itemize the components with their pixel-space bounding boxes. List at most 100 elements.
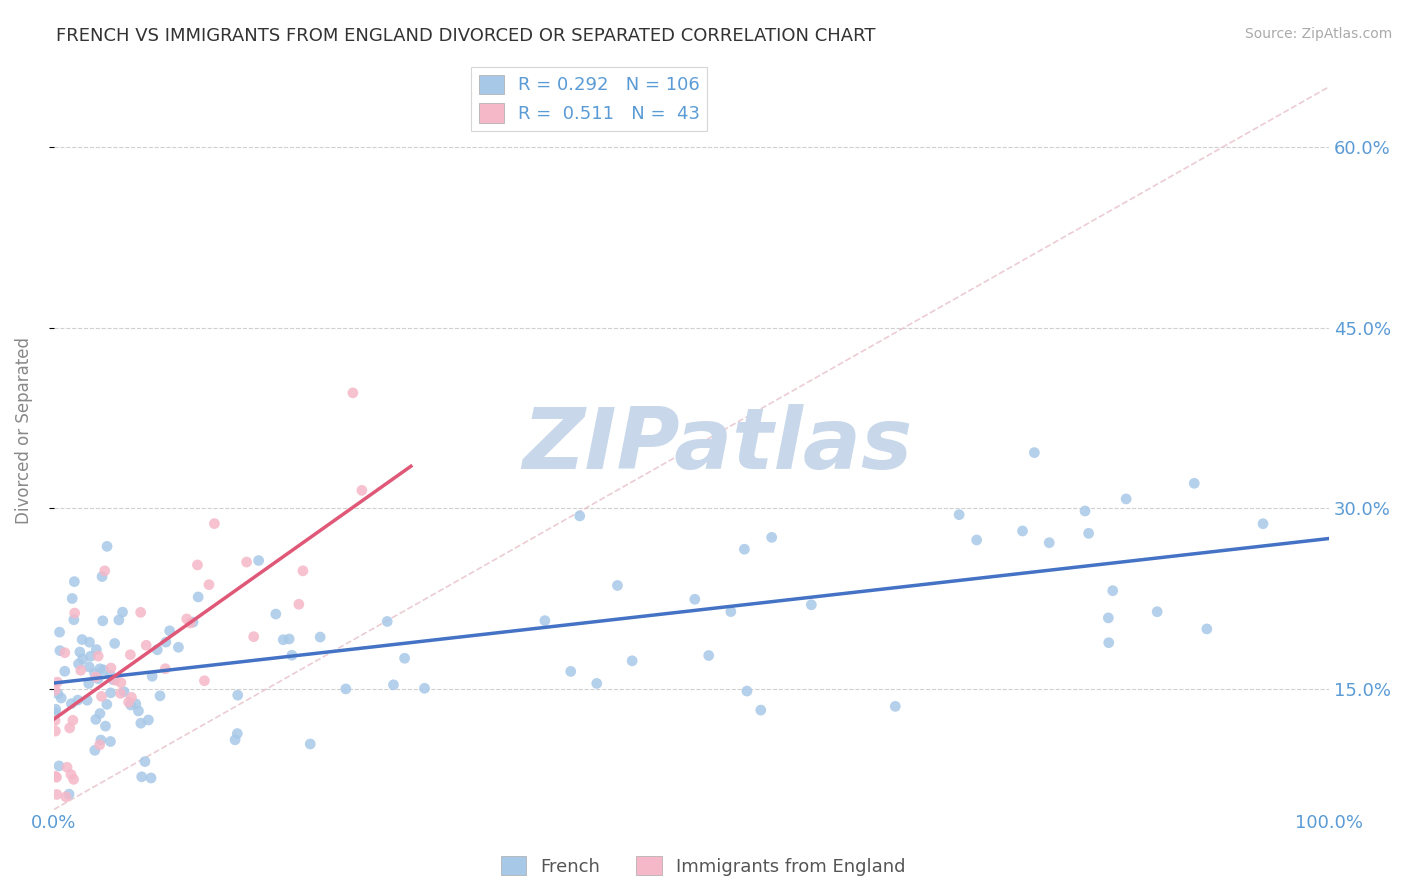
Point bbox=[179, 615, 201, 630]
Point bbox=[335, 681, 357, 696]
Point bbox=[120, 698, 142, 712]
Point bbox=[394, 651, 416, 665]
Point bbox=[135, 638, 157, 652]
Point bbox=[63, 574, 86, 589]
Point bbox=[1182, 476, 1205, 491]
Point bbox=[111, 605, 134, 619]
Point bbox=[193, 673, 215, 688]
Point bbox=[735, 684, 758, 698]
Point bbox=[62, 772, 84, 787]
Point bbox=[45, 770, 67, 784]
Point bbox=[53, 646, 76, 660]
Point bbox=[62, 713, 84, 727]
Point bbox=[242, 630, 264, 644]
Point bbox=[53, 665, 76, 679]
Point bbox=[51, 691, 73, 706]
Point bbox=[93, 663, 115, 677]
Point bbox=[67, 657, 90, 671]
Point bbox=[94, 719, 117, 733]
Point bbox=[49, 643, 72, 657]
Point bbox=[1074, 504, 1097, 518]
Point bbox=[948, 508, 970, 522]
Text: Source: ZipAtlas.com: Source: ZipAtlas.com bbox=[1244, 27, 1392, 41]
Point bbox=[56, 760, 79, 774]
Point bbox=[226, 688, 249, 702]
Point bbox=[288, 597, 311, 611]
Point bbox=[110, 686, 132, 700]
Point bbox=[96, 698, 118, 712]
Point bbox=[96, 540, 118, 554]
Point bbox=[382, 678, 405, 692]
Point bbox=[120, 648, 142, 662]
Point bbox=[181, 615, 204, 629]
Point bbox=[342, 385, 364, 400]
Point bbox=[76, 693, 98, 707]
Point bbox=[91, 614, 114, 628]
Point bbox=[104, 673, 127, 688]
Point bbox=[83, 666, 105, 681]
Point bbox=[100, 661, 122, 675]
Point bbox=[83, 743, 105, 757]
Point bbox=[87, 672, 110, 686]
Point bbox=[585, 676, 607, 690]
Point bbox=[100, 686, 122, 700]
Point bbox=[127, 704, 149, 718]
Point bbox=[271, 632, 294, 647]
Legend: R = 0.292   N = 106, R =  0.511   N =  43: R = 0.292 N = 106, R = 0.511 N = 43 bbox=[471, 67, 707, 130]
Point bbox=[69, 663, 91, 677]
Point bbox=[46, 675, 69, 690]
Point bbox=[1251, 516, 1274, 531]
Point bbox=[155, 635, 177, 649]
Point bbox=[93, 564, 115, 578]
Point bbox=[966, 533, 988, 547]
Point bbox=[104, 636, 127, 650]
Point bbox=[1115, 491, 1137, 506]
Point bbox=[884, 699, 907, 714]
Point bbox=[800, 598, 823, 612]
Point bbox=[1101, 583, 1123, 598]
Point bbox=[89, 662, 111, 676]
Point bbox=[90, 690, 112, 704]
Point bbox=[159, 624, 181, 638]
Point bbox=[125, 697, 148, 711]
Point bbox=[63, 613, 86, 627]
Point bbox=[84, 670, 107, 684]
Point bbox=[198, 577, 221, 591]
Point bbox=[186, 558, 208, 572]
Text: FRENCH VS IMMIGRANTS FROM ENGLAND DIVORCED OR SEPARATED CORRELATION CHART: FRENCH VS IMMIGRANTS FROM ENGLAND DIVORC… bbox=[56, 27, 876, 45]
Point bbox=[77, 676, 100, 690]
Point bbox=[413, 681, 436, 696]
Point bbox=[69, 645, 91, 659]
Point bbox=[1097, 611, 1119, 625]
Point bbox=[70, 632, 93, 647]
Point bbox=[375, 615, 398, 629]
Point bbox=[187, 590, 209, 604]
Point bbox=[120, 690, 142, 705]
Point bbox=[110, 675, 132, 690]
Point bbox=[139, 771, 162, 785]
Point bbox=[309, 630, 332, 644]
Y-axis label: Divorced or Separated: Divorced or Separated bbox=[15, 336, 32, 524]
Point bbox=[60, 591, 83, 606]
Point bbox=[44, 769, 66, 783]
Point bbox=[60, 767, 83, 781]
Point bbox=[59, 721, 82, 735]
Point bbox=[138, 713, 160, 727]
Point bbox=[100, 668, 122, 682]
Point bbox=[48, 759, 70, 773]
Legend: French, Immigrants from England: French, Immigrants from England bbox=[494, 849, 912, 883]
Point bbox=[134, 755, 156, 769]
Point bbox=[534, 614, 557, 628]
Point bbox=[1098, 636, 1121, 650]
Point bbox=[1038, 535, 1060, 549]
Point bbox=[299, 737, 322, 751]
Point bbox=[278, 632, 301, 646]
Point bbox=[606, 578, 628, 592]
Point bbox=[683, 592, 706, 607]
Point bbox=[141, 669, 163, 683]
Point bbox=[176, 612, 198, 626]
Point bbox=[45, 702, 67, 716]
Point bbox=[224, 732, 246, 747]
Point bbox=[202, 516, 225, 531]
Point bbox=[100, 734, 122, 748]
